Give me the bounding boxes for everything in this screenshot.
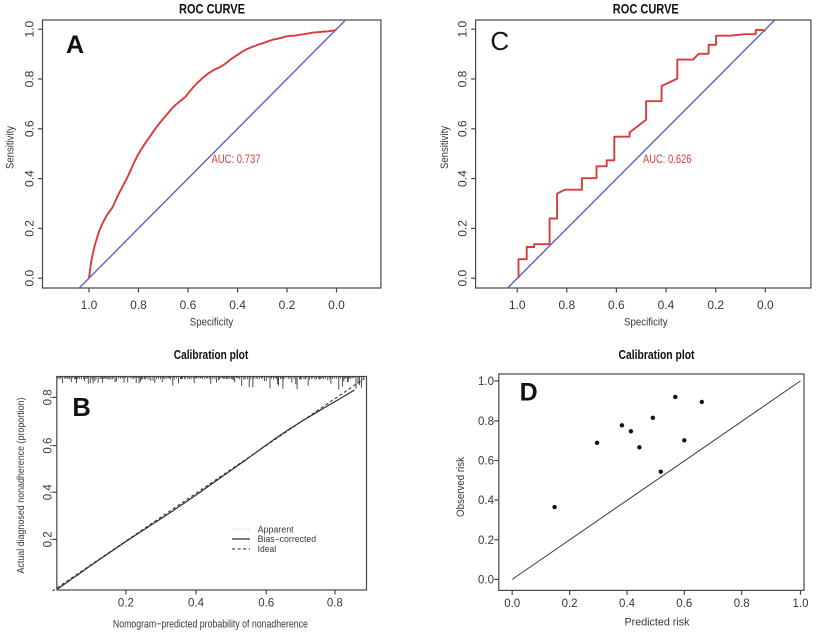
svg-text:Specificity: Specificity bbox=[190, 317, 234, 329]
svg-text:Nomogram−predicted probability: Nomogram−predicted probability of nonadh… bbox=[113, 619, 308, 631]
svg-text:1.0: 1.0 bbox=[793, 598, 809, 610]
svg-text:B: B bbox=[72, 394, 90, 422]
svg-text:0.0: 0.0 bbox=[23, 270, 37, 287]
svg-text:Specificity: Specificity bbox=[624, 317, 668, 329]
svg-text:0.2: 0.2 bbox=[478, 535, 494, 547]
svg-text:0.0: 0.0 bbox=[328, 298, 345, 312]
svg-text:Apparent: Apparent bbox=[258, 524, 295, 534]
svg-text:0.6: 0.6 bbox=[180, 298, 197, 312]
svg-text:0.6: 0.6 bbox=[608, 298, 625, 312]
svg-text:0.6: 0.6 bbox=[23, 120, 37, 137]
svg-text:0.8: 0.8 bbox=[130, 298, 147, 312]
svg-text:0.6: 0.6 bbox=[258, 598, 274, 610]
svg-text:AUC: 0.626: AUC: 0.626 bbox=[643, 152, 692, 166]
svg-text:Predicted risk: Predicted risk bbox=[625, 617, 691, 629]
svg-text:1.0: 1.0 bbox=[23, 21, 37, 38]
svg-text:0.4: 0.4 bbox=[43, 484, 55, 501]
svg-text:0.4: 0.4 bbox=[658, 298, 675, 312]
svg-text:Ideal: Ideal bbox=[258, 544, 277, 554]
svg-text:0.6: 0.6 bbox=[676, 598, 692, 610]
svg-text:0.8: 0.8 bbox=[734, 598, 750, 610]
svg-text:0.0: 0.0 bbox=[504, 598, 520, 610]
svg-text:Sensitivity: Sensitivity bbox=[439, 125, 451, 169]
svg-text:0.2: 0.2 bbox=[23, 220, 37, 237]
svg-text:0.2: 0.2 bbox=[118, 598, 134, 610]
svg-text:0.4: 0.4 bbox=[188, 598, 205, 610]
svg-text:AUC: 0.737: AUC: 0.737 bbox=[212, 152, 261, 166]
svg-text:0.4: 0.4 bbox=[23, 170, 37, 187]
svg-text:ROC CURVE: ROC CURVE bbox=[613, 2, 679, 17]
svg-text:C: C bbox=[490, 26, 509, 56]
svg-text:0.0: 0.0 bbox=[478, 575, 494, 587]
svg-text:0.0: 0.0 bbox=[456, 270, 470, 287]
svg-text:1.0: 1.0 bbox=[81, 298, 98, 312]
svg-text:A: A bbox=[66, 31, 84, 59]
svg-text:0.0: 0.0 bbox=[757, 298, 774, 312]
svg-text:0.2: 0.2 bbox=[707, 298, 724, 312]
svg-text:0.8: 0.8 bbox=[23, 70, 37, 87]
svg-text:ROC CURVE: ROC CURVE bbox=[179, 2, 245, 17]
svg-text:Bias−corrected: Bias−corrected bbox=[258, 534, 317, 544]
svg-text:0.6: 0.6 bbox=[478, 456, 494, 468]
svg-text:0.4: 0.4 bbox=[478, 495, 495, 507]
svg-text:0.2: 0.2 bbox=[562, 598, 578, 610]
svg-text:0.8: 0.8 bbox=[456, 70, 470, 87]
svg-text:0.6: 0.6 bbox=[456, 120, 470, 137]
svg-text:1.0: 1.0 bbox=[456, 21, 470, 38]
svg-text:0.8: 0.8 bbox=[558, 298, 575, 312]
svg-text:D: D bbox=[520, 378, 538, 406]
svg-text:Sensitivity: Sensitivity bbox=[5, 125, 17, 169]
svg-text:1.0: 1.0 bbox=[478, 376, 494, 388]
svg-text:0.4: 0.4 bbox=[619, 598, 636, 610]
svg-text:Calibration plot: Calibration plot bbox=[174, 348, 249, 362]
svg-text:0.2: 0.2 bbox=[43, 531, 55, 547]
svg-text:0.8: 0.8 bbox=[478, 416, 494, 428]
svg-text:0.4: 0.4 bbox=[456, 170, 470, 187]
svg-text:0.6: 0.6 bbox=[43, 438, 55, 454]
svg-text:1.0: 1.0 bbox=[509, 298, 526, 312]
svg-text:0.4: 0.4 bbox=[229, 298, 246, 312]
svg-text:Observed risk: Observed risk bbox=[455, 456, 467, 517]
svg-text:Calibration plot: Calibration plot bbox=[619, 348, 696, 362]
svg-text:0.8: 0.8 bbox=[43, 389, 55, 405]
svg-text:Actual diagnosed nonadherence: Actual diagnosed nonadherence (proportio… bbox=[15, 398, 27, 574]
svg-text:0.2: 0.2 bbox=[456, 220, 470, 237]
svg-text:0.8: 0.8 bbox=[327, 598, 343, 610]
svg-text:0.2: 0.2 bbox=[279, 298, 296, 312]
